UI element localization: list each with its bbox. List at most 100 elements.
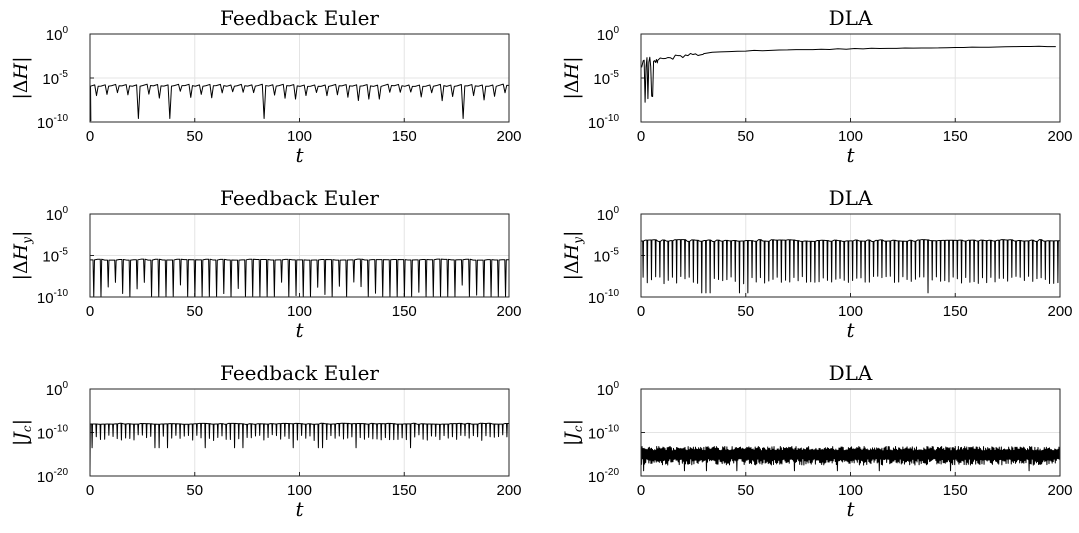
y-tick-exponent: -20 <box>54 467 69 478</box>
y-tick-exponent: -10 <box>54 424 69 435</box>
y-tick-exponent: -5 <box>59 247 68 258</box>
x-tick-label: 150 <box>943 128 968 145</box>
y-axis-label: |ΔH| <box>561 56 583 99</box>
x-tick-label: 200 <box>496 128 521 145</box>
x-tick-label: 0 <box>86 303 94 320</box>
y-tick-exponent: -10 <box>605 424 620 435</box>
x-axis-label: t <box>295 318 304 342</box>
x-tick-label: 50 <box>737 128 754 145</box>
y-tick-label: 10-5 <box>42 69 68 88</box>
x-tick-label: 0 <box>637 482 645 499</box>
y-tick-label: 10-10 <box>588 288 620 307</box>
x-axis-label: t <box>846 497 855 521</box>
y-tick-label: 100 <box>46 205 69 224</box>
x-tick-label: 150 <box>943 303 968 320</box>
x-tick-label: 100 <box>838 303 863 320</box>
y-tick-label: 10-20 <box>37 467 69 486</box>
y-tick-label: 100 <box>597 205 620 224</box>
y-tick-exponent: -20 <box>605 467 620 478</box>
y-tick-label: 100 <box>597 380 620 399</box>
panel-5: 0 50 100 150 200 100 10-10 10-20 Feedback Euler t… <box>10 361 522 521</box>
y-tick-exponent: 0 <box>613 205 619 216</box>
y-tick-label: 100 <box>597 25 620 44</box>
x-tick-label: 100 <box>287 128 312 145</box>
y-tick-label: 10-5 <box>42 247 68 266</box>
x-tick-label: 0 <box>86 128 94 145</box>
y-axis-label: |ΔHy| <box>10 231 34 281</box>
axes-box <box>89 33 510 123</box>
y-tick-label: 10-5 <box>593 69 619 88</box>
y-tick-exponent: 0 <box>613 25 619 36</box>
x-tick-label: 200 <box>496 482 521 499</box>
panel-title: Feedback Euler <box>220 361 379 385</box>
panel-2: 0 50 100 150 200 100 10-5 10-10 DLA t |ΔH| <box>561 6 1073 167</box>
axes-box <box>89 388 510 477</box>
series-line <box>89 422 509 477</box>
y-tick-exponent: -5 <box>59 69 68 80</box>
x-tick-label: 150 <box>392 303 417 320</box>
y-axis-label: |ΔHy| <box>561 231 585 281</box>
series-line <box>90 83 509 122</box>
x-tick-label: 50 <box>186 128 203 145</box>
y-tick-label: 100 <box>46 25 69 44</box>
y-tick-label: 10-20 <box>588 467 620 486</box>
series-line <box>640 445 1061 472</box>
y-tick-exponent: -10 <box>54 288 69 299</box>
panel-title: Feedback Euler <box>220 186 379 210</box>
x-tick-label: 150 <box>392 128 417 145</box>
panel-title: DLA <box>829 186 873 210</box>
x-tick-label: 100 <box>287 482 312 499</box>
x-tick-label: 50 <box>737 482 754 499</box>
panel-4: 0 50 100 150 200 100 10-5 10-10 DLA t |ΔHy| <box>561 186 1073 342</box>
series-line <box>641 239 1060 294</box>
y-tick-label: 10-10 <box>37 113 69 132</box>
y-tick-label: 10-10 <box>37 288 69 307</box>
y-tick-exponent: 0 <box>62 205 68 216</box>
x-tick-label: 100 <box>838 482 863 499</box>
y-axis-label: |Jc| <box>561 419 585 446</box>
x-tick-label: 150 <box>943 482 968 499</box>
y-tick-label: 100 <box>46 380 69 399</box>
x-tick-label: 100 <box>838 128 863 145</box>
x-tick-label: 50 <box>186 303 203 320</box>
axes-box <box>640 213 1061 298</box>
panel-title: DLA <box>829 6 873 30</box>
y-tick-exponent: 0 <box>62 25 68 36</box>
x-tick-label: 200 <box>1047 482 1072 499</box>
y-tick-exponent: -5 <box>610 247 619 258</box>
panel-6: 0 50 100 150 200 100 10-10 10-20 DLA t |Jc| <box>561 361 1073 521</box>
y-tick-label: 10-10 <box>588 113 620 132</box>
axes-box <box>89 213 510 298</box>
x-tick-label: 50 <box>737 303 754 320</box>
x-tick-label: 0 <box>637 303 645 320</box>
x-tick-label: 0 <box>637 128 645 145</box>
panel-1: 0 50 100 150 200 100 10-5 10-10 Feedback Euler t |… <box>10 6 522 167</box>
axes-box <box>640 33 1061 123</box>
panel-title: Feedback Euler <box>220 6 379 30</box>
y-axis-label: |ΔH| <box>10 56 32 99</box>
panel-title: DLA <box>829 361 873 385</box>
x-tick-label: 0 <box>86 482 94 499</box>
y-tick-label: 10-10 <box>588 424 620 443</box>
y-axis-label: |Jc| <box>10 419 34 446</box>
x-axis-label: t <box>295 143 304 167</box>
y-tick-exponent: -10 <box>605 288 620 299</box>
x-axis-label: t <box>846 318 855 342</box>
x-axis-label: t <box>846 143 855 167</box>
x-tick-label: 150 <box>392 482 417 499</box>
axes-box <box>640 388 1061 477</box>
x-tick-label: 50 <box>186 482 203 499</box>
x-tick-label: 200 <box>1047 303 1072 320</box>
y-tick-exponent: -5 <box>610 69 619 80</box>
x-tick-label: 200 <box>496 303 521 320</box>
y-tick-label: 10-10 <box>37 424 69 443</box>
y-tick-label: 10-5 <box>593 247 619 266</box>
y-tick-exponent: -10 <box>605 113 620 124</box>
y-tick-exponent: 0 <box>62 380 68 391</box>
y-tick-exponent: 0 <box>613 380 619 391</box>
panel-3: 0 50 100 150 200 100 10-5 10-10 Feedback Euler t |… <box>10 186 522 342</box>
x-tick-label: 100 <box>287 303 312 320</box>
y-tick-exponent: -10 <box>54 113 69 124</box>
x-axis-label: t <box>295 497 304 521</box>
